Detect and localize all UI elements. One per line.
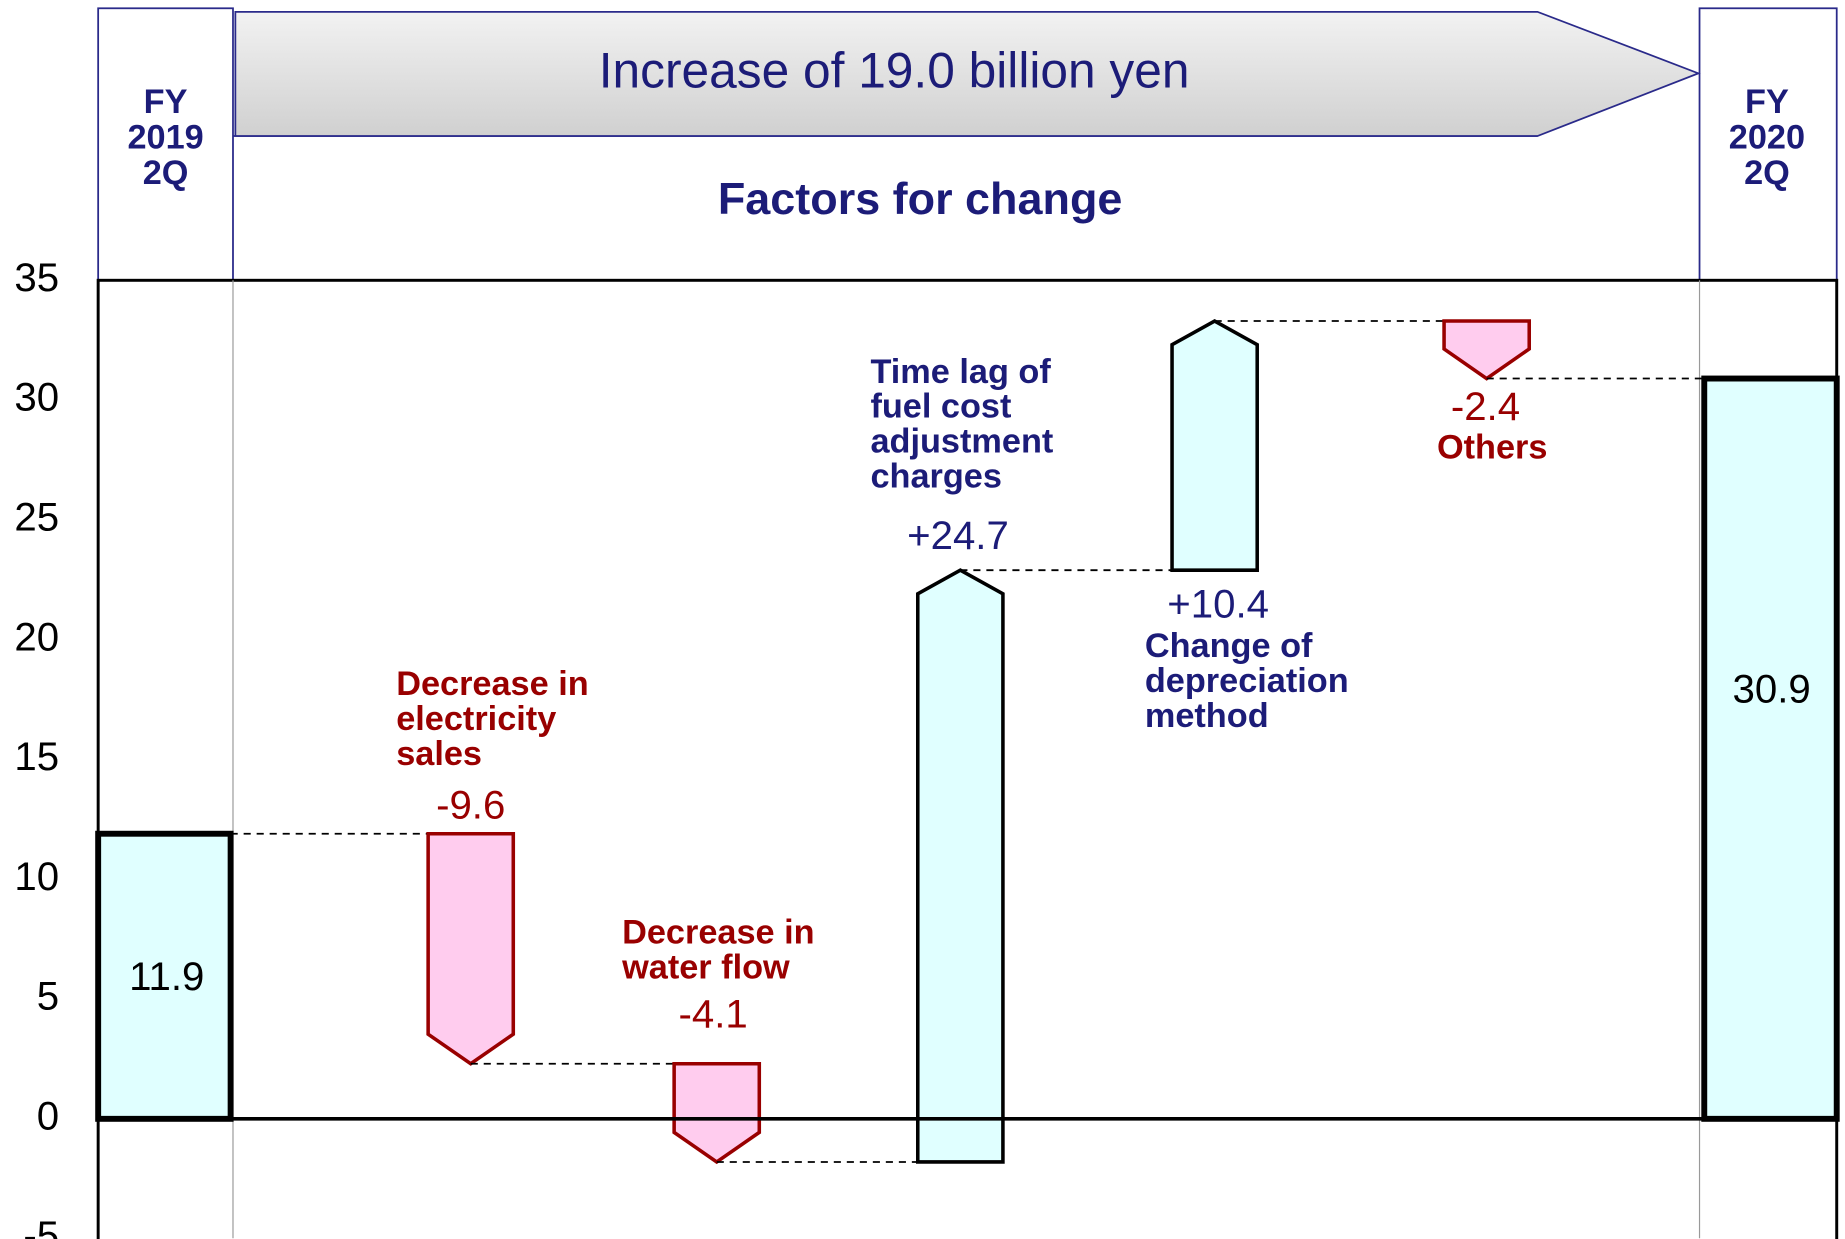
decrease-bar bbox=[672, 1061, 762, 1165]
category-label: sales bbox=[396, 735, 482, 773]
value-label: +24.7 bbox=[907, 513, 1009, 558]
y-tick-label: 15 bbox=[14, 734, 59, 779]
category-label: Others bbox=[1437, 428, 1548, 466]
chart-subtitle: Factors for change bbox=[718, 173, 1123, 224]
category-label: 2020 bbox=[1729, 119, 1805, 157]
y-tick-label: 25 bbox=[14, 495, 59, 540]
category-label: method bbox=[1145, 697, 1269, 735]
category-label: Change of bbox=[1145, 627, 1313, 665]
increase-bar bbox=[1170, 319, 1259, 572]
value-label: 30.9 bbox=[1733, 667, 1811, 712]
change-arrow bbox=[234, 10, 1701, 137]
decrease-bar bbox=[1442, 319, 1531, 381]
category-label: 2Q bbox=[143, 154, 189, 192]
category-label: fuel cost bbox=[870, 388, 1011, 426]
y-tick-label: -5 bbox=[23, 1213, 59, 1239]
value-label: -2.4 bbox=[1451, 384, 1520, 429]
value-label: -4.1 bbox=[679, 992, 748, 1037]
y-tick-label: 30 bbox=[14, 375, 59, 420]
start-header-box bbox=[97, 7, 234, 282]
increase-bar bbox=[915, 568, 1005, 1164]
category-label: Time lag of bbox=[870, 353, 1051, 391]
category-label: depreciation bbox=[1145, 662, 1349, 700]
total-bar bbox=[1701, 375, 1840, 1122]
y-tick-label: 10 bbox=[14, 854, 59, 899]
category-label: charges bbox=[870, 457, 1001, 495]
value-label: 11.9 bbox=[129, 954, 204, 999]
chart-title: Increase of 19.0 billion yen bbox=[599, 43, 1190, 99]
end-header-box bbox=[1698, 7, 1838, 282]
y-tick-label: 20 bbox=[14, 614, 59, 659]
category-label: electricity bbox=[396, 700, 556, 738]
y-tick-label: 35 bbox=[14, 255, 59, 300]
value-label: -9.6 bbox=[436, 782, 505, 827]
value-label: +10.4 bbox=[1167, 581, 1269, 626]
category-label: 2Q bbox=[1744, 154, 1790, 192]
category-label: Decrease in bbox=[396, 665, 588, 703]
total-bar bbox=[95, 830, 234, 1122]
decrease-bar bbox=[426, 831, 516, 1066]
category-label: water flow bbox=[621, 948, 790, 986]
category-label: adjustment bbox=[870, 423, 1053, 461]
y-tick-label: 5 bbox=[37, 974, 59, 1019]
y-tick-label: 0 bbox=[37, 1093, 59, 1138]
category-label: FY bbox=[144, 83, 188, 121]
category-label: FY bbox=[1745, 83, 1789, 121]
category-label: Decrease in bbox=[622, 913, 814, 951]
category-label: 2019 bbox=[127, 119, 203, 157]
